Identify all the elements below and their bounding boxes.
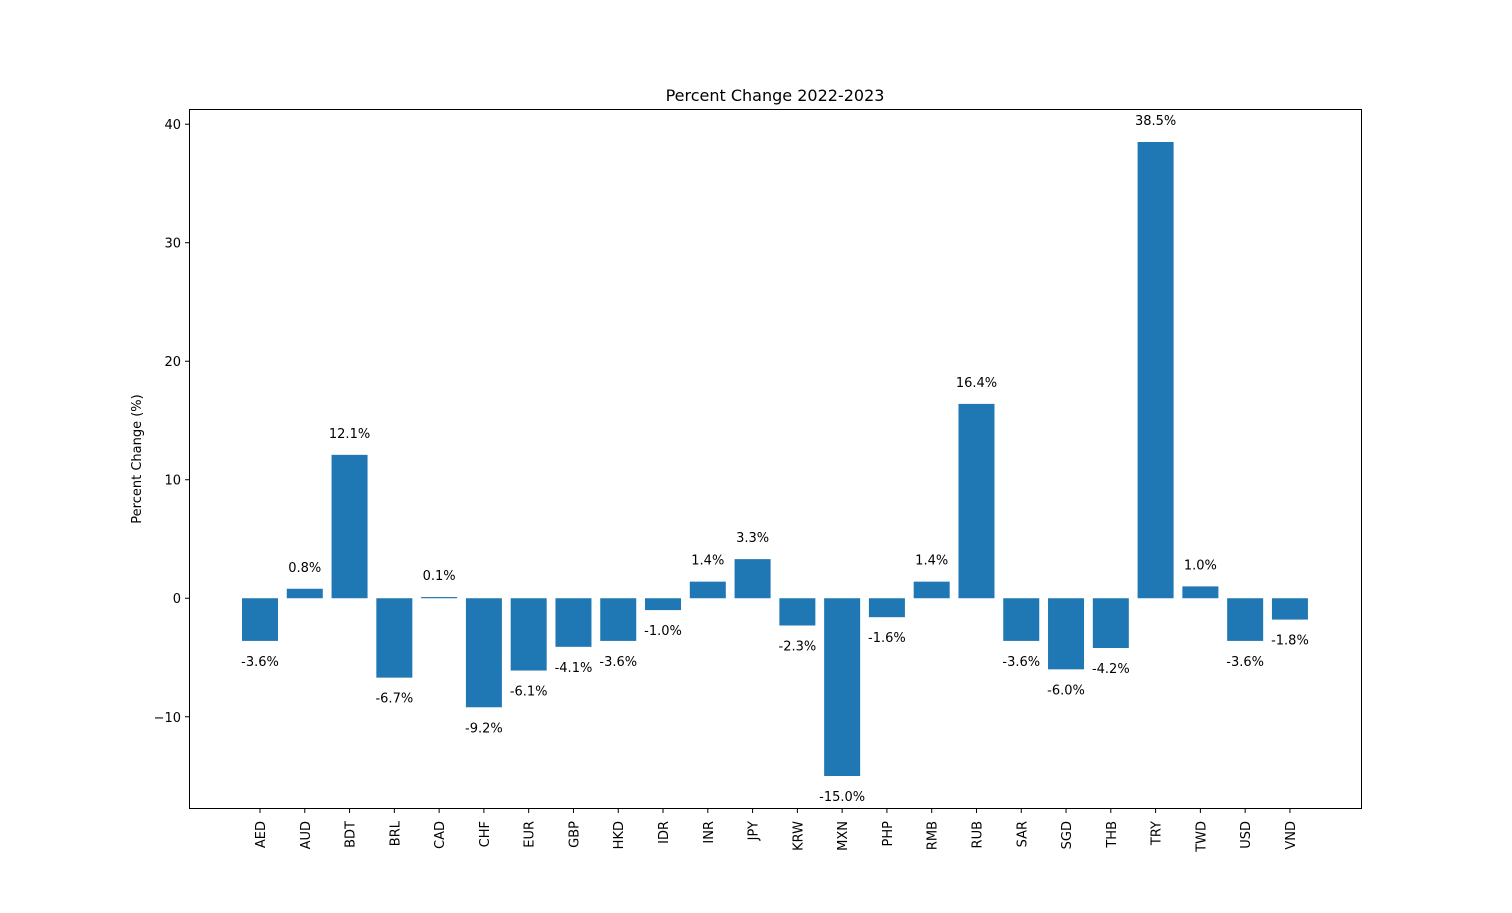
data-label-vnd: -1.8% <box>1271 634 1309 649</box>
chart-title: Percent Change 2022-2023 <box>666 86 885 105</box>
bar-krw <box>779 598 816 626</box>
bar-gbp <box>555 598 592 647</box>
data-label-aed: -3.6% <box>241 655 279 670</box>
bar-php <box>868 598 905 618</box>
bars-layer <box>242 141 1308 777</box>
bar-aed <box>242 598 278 641</box>
bar-try <box>1137 141 1174 599</box>
data-label-jpy: 3.3% <box>736 531 769 546</box>
plot-area-frame <box>189 109 1362 809</box>
data-labels-layer: -3.6% 0.8% 12.1% -6.7% 0.1% -9.2% -6.1% -4.1% -3… <box>241 114 1309 805</box>
bar-sar <box>1003 598 1040 641</box>
x-tick-label-rub: RUB <box>970 821 985 848</box>
bar-twd <box>1182 586 1219 599</box>
x-tick-label-php: PHP <box>881 821 896 847</box>
x-tick-label-chf: CHF <box>478 821 493 847</box>
x-tick-label-inr: INR <box>702 821 717 844</box>
data-label-hkd: -3.6% <box>599 655 637 670</box>
data-label-bdt: 12.1% <box>329 427 370 442</box>
x-tick-label-eur: EUR <box>523 821 538 848</box>
data-label-sar: -3.6% <box>1002 655 1040 670</box>
x-tick-label-idr: IDR <box>657 821 672 844</box>
y-tick-label: 10 <box>164 474 181 489</box>
bar-vnd <box>1271 598 1308 620</box>
x-tick-label-cad: CAD <box>433 821 448 849</box>
bar-brl <box>376 598 413 678</box>
data-label-cad: 0.1% <box>423 569 456 584</box>
data-label-krw: -2.3% <box>779 640 817 655</box>
x-tick-label-thb: THB <box>1105 821 1120 849</box>
data-label-inr: 1.4% <box>691 554 724 569</box>
data-label-sgd: -6.0% <box>1047 683 1085 698</box>
x-tick-label-bdt: BDT <box>344 821 359 848</box>
data-label-brl: -6.7% <box>375 692 413 707</box>
bar-bdt <box>331 454 368 599</box>
bar-hkd <box>600 598 637 641</box>
data-label-rub: 16.4% <box>956 376 997 391</box>
data-label-thb: -4.2% <box>1092 662 1130 677</box>
y-tick-label: 40 <box>164 118 181 133</box>
data-label-eur: -6.1% <box>510 685 548 700</box>
x-tick-label-jpy: JPY <box>747 821 762 841</box>
x-tick-label-vnd: VND <box>1284 821 1299 850</box>
x-tick-label-aed: AED <box>254 821 269 848</box>
bar-cad <box>421 597 458 599</box>
data-label-usd: -3.6% <box>1226 655 1264 670</box>
data-label-rmb: 1.4% <box>915 554 948 569</box>
data-label-try: 38.5% <box>1135 114 1176 129</box>
x-tick-label-rmb: RMB <box>926 821 941 850</box>
y-tick-label: 30 <box>164 237 181 252</box>
y-axis-label: Percent Change (%) <box>130 394 145 523</box>
x-tick-label-brl: BRL <box>388 820 403 846</box>
x-axis: AED AUD BDT BRL CAD CHF EUR GBP HKD IDR INR JPY KRW M… <box>254 808 1299 853</box>
data-label-twd: 1.0% <box>1184 558 1217 573</box>
y-axis: −10 0 10 20 30 40 <box>154 118 190 726</box>
x-tick-label-aud: AUD <box>299 821 314 849</box>
data-label-php: -1.6% <box>868 631 906 646</box>
bar-thb <box>1092 598 1129 649</box>
data-label-chf: -9.2% <box>465 721 503 736</box>
x-tick-label-try: TRY <box>1150 821 1165 846</box>
x-tick-label-mxn: MXN <box>836 821 851 851</box>
y-tick-label: −10 <box>154 711 181 726</box>
y-tick-label: 0 <box>173 592 181 607</box>
x-tick-label-sgd: SGD <box>1060 821 1075 849</box>
x-tick-label-krw: KRW <box>791 821 806 851</box>
x-tick-label-twd: TWD <box>1194 821 1209 853</box>
x-tick-label-sar: SAR <box>1015 821 1030 847</box>
y-tick-label: 20 <box>164 355 181 370</box>
x-tick-label-usd: USD <box>1239 821 1254 849</box>
bar-rmb <box>913 581 950 599</box>
bar-inr <box>689 581 726 599</box>
x-tick-label-gbp: GBP <box>567 821 582 848</box>
data-label-idr: -1.0% <box>644 624 682 639</box>
bar-usd <box>1227 598 1264 641</box>
bar-jpy <box>734 559 771 599</box>
bar-idr <box>645 598 682 611</box>
data-label-aud: 0.8% <box>288 561 321 576</box>
bar-eur <box>510 598 547 671</box>
bar-sgd <box>1048 598 1085 670</box>
data-label-mxn: -15.0% <box>819 790 865 805</box>
bar-chf <box>465 598 502 708</box>
bar-aud <box>286 588 323 599</box>
bar-mxn <box>824 598 861 777</box>
data-label-gbp: -4.1% <box>555 661 593 676</box>
bar-rub <box>958 403 995 599</box>
x-tick-label-hkd: HKD <box>612 821 627 849</box>
